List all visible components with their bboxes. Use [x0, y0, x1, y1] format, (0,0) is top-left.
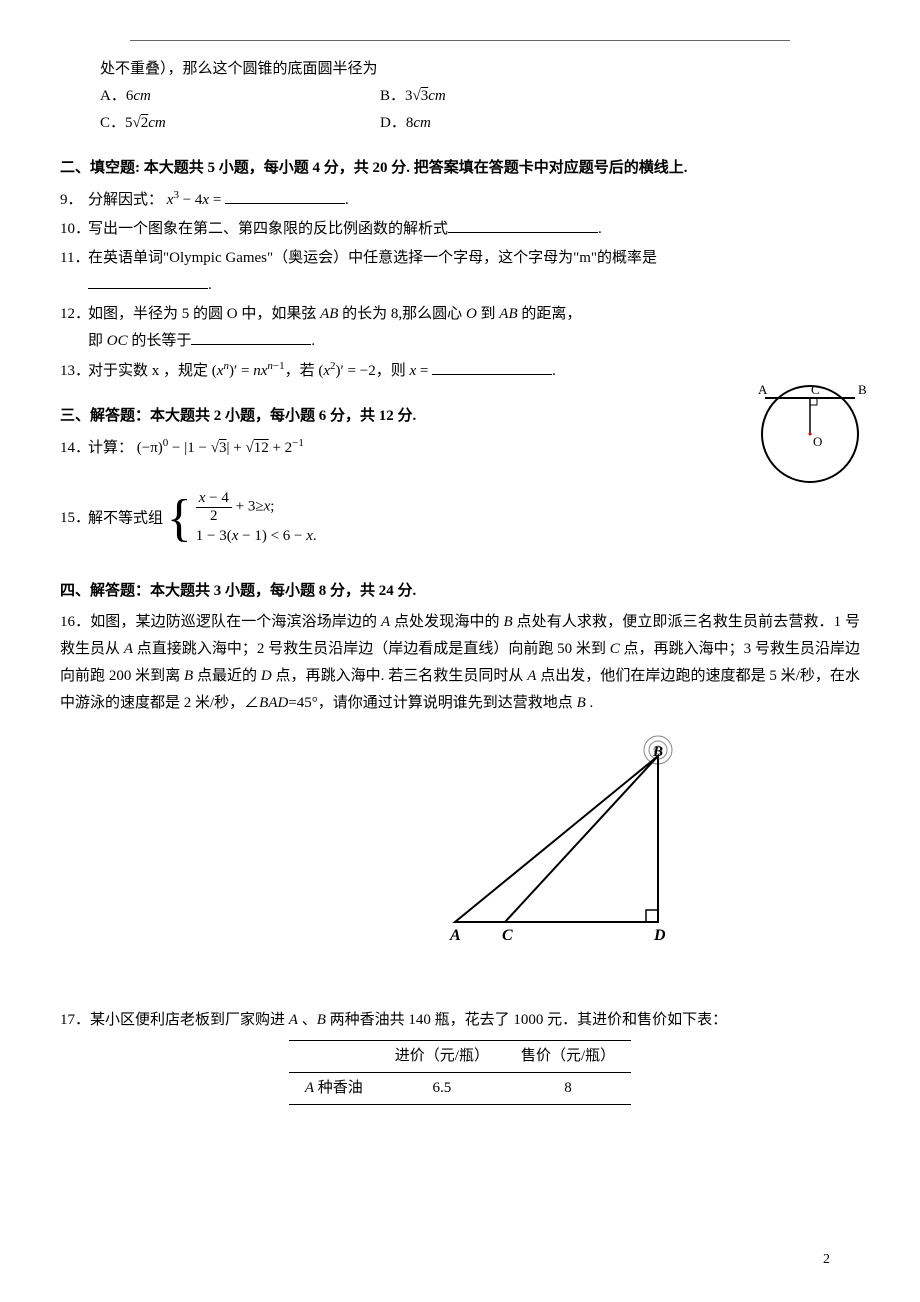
- question-13: 13．对于实数 x ，规定 (xn)′ = nxn−1，若 (x2)′ = −2…: [60, 357, 860, 385]
- q13-then: ，则 x =: [376, 363, 429, 379]
- q17-number: 17．: [60, 1012, 90, 1028]
- q12-blank: [191, 330, 311, 345]
- q10-blank: [448, 218, 598, 233]
- q10-post: .: [598, 221, 602, 237]
- q17-r1c1: A 种香油: [289, 1073, 379, 1105]
- partial-text: 处不重叠），那么这个圆锥的底面圆半径为: [100, 61, 378, 77]
- option-D: D．8cm: [380, 110, 660, 137]
- options-row-2: C．52cm D．8cm: [60, 110, 860, 137]
- q11-number: 11．: [60, 245, 88, 272]
- q17-th-cost: 进价（元/瓶）: [379, 1041, 505, 1073]
- q13-blank: [432, 360, 552, 375]
- q13-expr1: (xn)′ = nxn−1: [212, 363, 285, 379]
- question-14: 14．计算： (−π)0 − |1 − 3| + 12 + 2−1: [60, 434, 860, 462]
- label-B: B: [858, 382, 867, 397]
- svg-text:D: D: [653, 927, 666, 944]
- q13-expr2: (x2)′ = −2: [318, 363, 375, 379]
- page-top-rule: [130, 40, 790, 41]
- q9-expr: x3 − 4x =: [167, 192, 222, 208]
- question-9: 9．分解因式： x3 − 4x = .: [60, 186, 860, 214]
- q15-system: { x − 42 + 3≥x; 1 − 3(x − 1) < 6 − x.: [167, 490, 317, 548]
- q14-pre: 计算：: [88, 440, 133, 456]
- question-10: 10．写出一个图象在第二、第四象限的反比例函数的解析式.: [60, 216, 860, 243]
- label-O: O: [813, 434, 822, 449]
- q12-number: 12．: [60, 301, 88, 328]
- question-12: 12．如图，半径为 5 的圆 O 中，如果弦 AB 的长为 8,那么圆心 O 到…: [60, 301, 860, 355]
- q12-line1: 如图，半径为 5 的圆 O 中，如果弦 AB 的长为 8,那么圆心 O 到 AB…: [88, 306, 581, 322]
- q11-post: .: [208, 277, 212, 293]
- question-16: 16．如图，某边防巡逻队在一个海滨浴场岸边的 A 点处发现海中的 B 点处有人求…: [60, 609, 860, 717]
- q9-number: 9．: [60, 187, 88, 214]
- question-partial-continuation: 处不重叠），那么这个圆锥的底面圆半径为: [60, 56, 860, 83]
- label-A: A: [758, 382, 768, 397]
- q15-number: 15．: [60, 505, 88, 532]
- section-3-heading: 三、解答题：本大题共 2 小题，每小题 6 分，共 12 分.: [60, 403, 860, 430]
- q12-post: .: [311, 333, 315, 349]
- q9-blank: [225, 189, 345, 204]
- q13-number: 13．: [60, 358, 88, 385]
- question-15: 15．解不等式组 { x − 42 + 3≥x; 1 − 3(x − 1) < …: [60, 490, 860, 548]
- svg-text:A: A: [449, 927, 461, 944]
- q12-line2: 即 OC 的长等于: [88, 333, 191, 349]
- q17-body: 某小区便利店老板到厂家购进 A 、B 两种香油共 140 瓶，花去了 1000 …: [90, 1012, 727, 1028]
- q13-pre: 对于实数 x ，规定: [88, 363, 212, 379]
- label-C: C: [811, 382, 820, 397]
- q11-text: 在英语单词"Olympic Games"（奥运会）中任意选择一个字母，这个字母为…: [88, 250, 657, 266]
- q17-th-blank: [289, 1041, 379, 1073]
- q14-number: 14．: [60, 435, 88, 462]
- section-4-heading: 四、解答题：本大题共 3 小题，每小题 8 分，共 24 分.: [60, 578, 860, 605]
- q11-blank: [88, 274, 208, 289]
- q9-pre: 分解因式：: [88, 192, 163, 208]
- q17-r1c3: 8: [505, 1073, 631, 1105]
- option-C: C．52cm: [100, 110, 380, 137]
- q16-triangle-diagram: B A C D: [420, 732, 860, 957]
- q15-pre: 解不等式组: [88, 510, 163, 526]
- question-17: 17．某小区便利店老板到厂家购进 A 、B 两种香油共 140 瓶，花去了 10…: [60, 1007, 860, 1034]
- q13-mid: ，若: [285, 363, 319, 379]
- q17-table: 进价（元/瓶） 售价（元/瓶） A 种香油 6.5 8: [289, 1040, 631, 1105]
- q17-r1c2: 6.5: [379, 1073, 505, 1105]
- q16-number: 16．: [60, 614, 90, 630]
- q12-circle-diagram: A C B O: [750, 372, 870, 497]
- option-B: B．33cm: [380, 83, 660, 110]
- page-number: 2: [823, 1247, 830, 1272]
- q13-post: .: [552, 363, 556, 379]
- table-row: A 种香油 6.5 8: [289, 1073, 631, 1105]
- q17-th-sale: 售价（元/瓶）: [505, 1041, 631, 1073]
- section-2-heading: 二、填空题: 本大题共 5 小题，每小题 4 分，共 20 分. 把答案填在答题…: [60, 155, 860, 182]
- q10-pre: 写出一个图象在第二、第四象限的反比例函数的解析式: [88, 221, 448, 237]
- q9-post: .: [345, 192, 349, 208]
- options-row-1: A．6cm B．33cm: [60, 83, 860, 110]
- option-A: A．6cm: [100, 83, 380, 110]
- svg-text:C: C: [502, 927, 513, 944]
- question-11: 11．在英语单词"Olympic Games"（奥运会）中任意选择一个字母，这个…: [60, 245, 860, 299]
- q14-expr: (−π)0 − |1 − 3| + 12 + 2−1: [137, 440, 304, 456]
- q10-number: 10．: [60, 216, 88, 243]
- q16-body: 如图，某边防巡逻队在一个海滨浴场岸边的 A 点处发现海中的 B 点处有人求救，便…: [60, 614, 860, 711]
